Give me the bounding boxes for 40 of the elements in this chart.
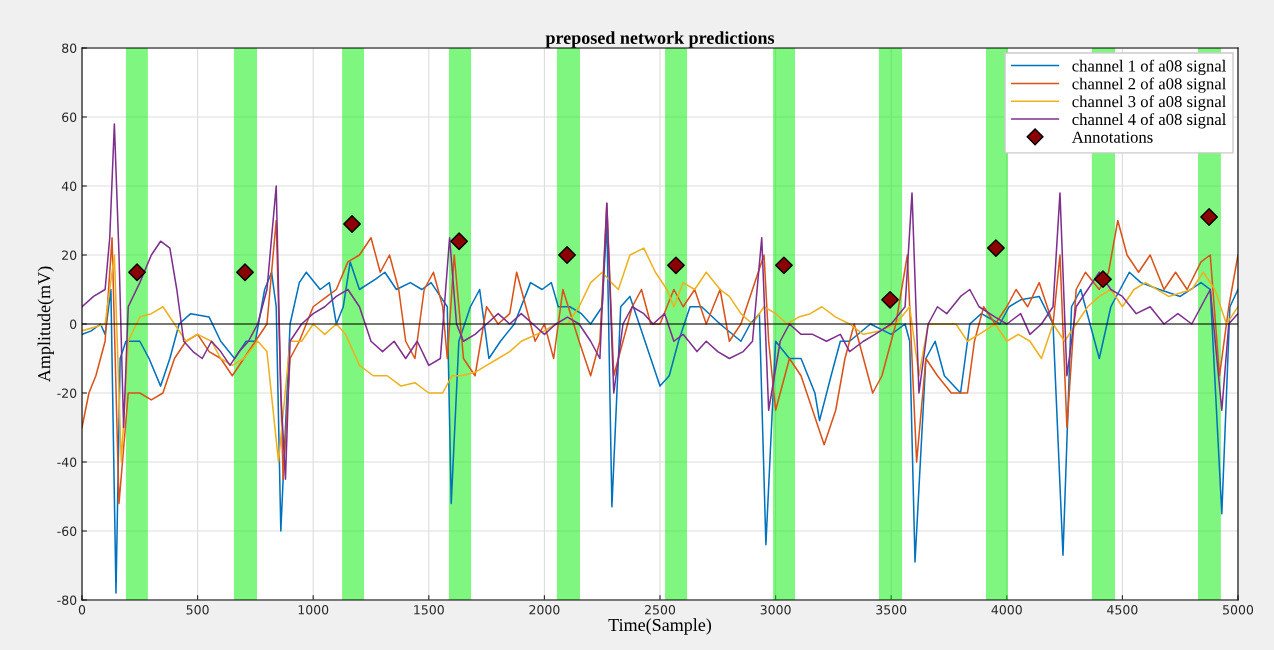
y-tick-label: 80 xyxy=(62,43,77,53)
x-tick-label: 3000 xyxy=(760,605,791,615)
point xyxy=(128,263,146,282)
legend-label: channel 1 of a08 signal xyxy=(1072,59,1226,75)
point xyxy=(236,263,254,282)
point xyxy=(450,232,468,251)
point xyxy=(987,239,1005,258)
y-tick-label: 40 xyxy=(61,181,77,191)
x-axis-title: Time(Sample) xyxy=(608,618,712,635)
y-tick-label: 20 xyxy=(62,250,77,260)
y-tick-label: -80 xyxy=(57,595,77,605)
point xyxy=(558,246,576,264)
legend-label: channel 2 of a08 signal xyxy=(1072,77,1226,93)
x-tick-label: 1500 xyxy=(414,605,444,615)
x-tick-label: 4500 xyxy=(1107,605,1138,615)
x-tick-label: 0 xyxy=(78,605,86,615)
x-tick-label: 2000 xyxy=(529,605,560,615)
line-series xyxy=(82,247,1238,463)
x-tick-label: 2500 xyxy=(645,605,676,615)
legend-label: channel 4 of a08 signal xyxy=(1072,113,1226,129)
y-tick-label: -40 xyxy=(57,457,77,467)
legend-label: channel 3 of a08 signal xyxy=(1072,95,1226,111)
x-tick-label: 500 xyxy=(186,605,209,615)
y-tick-label: 0 xyxy=(70,319,77,329)
x-tick-label: 5000 xyxy=(1223,605,1254,615)
point xyxy=(881,290,899,309)
x-tick-label: 1000 xyxy=(298,605,329,615)
y-tick-label: 60 xyxy=(62,112,77,122)
chart-title: preposed network predictions xyxy=(545,31,775,48)
point xyxy=(1200,208,1219,226)
y-axis-title: Amplitude(mV) xyxy=(37,266,54,382)
x-tick-label: 3500 xyxy=(876,605,907,615)
legend-label: Annotations xyxy=(1071,131,1153,143)
point xyxy=(667,256,685,275)
y-tick-label: -20 xyxy=(57,388,77,398)
point xyxy=(343,215,361,233)
y-tick-label: -60 xyxy=(57,526,77,536)
x-tick-label: 4000 xyxy=(991,605,1022,615)
point xyxy=(775,256,793,275)
point xyxy=(1094,270,1112,289)
